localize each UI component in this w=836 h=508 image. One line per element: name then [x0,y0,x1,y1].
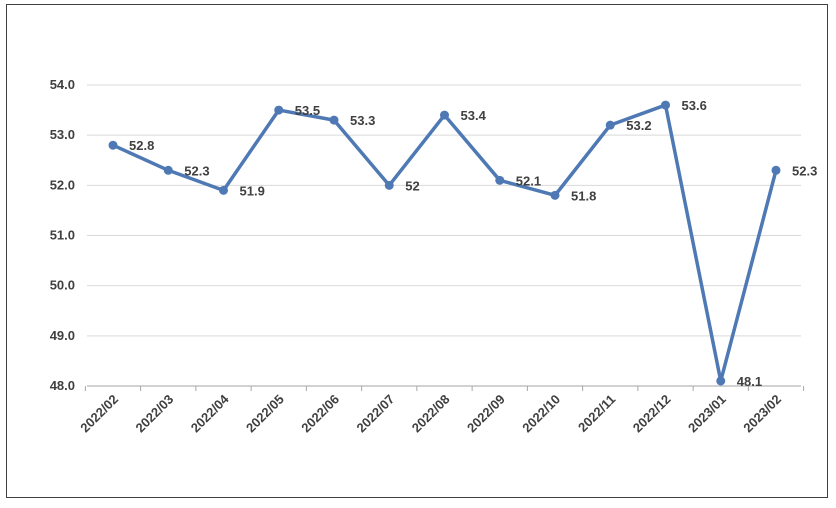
data-label: 53.6 [682,98,707,113]
axes [84,385,805,391]
y-tick-label: 53.0 [50,127,75,142]
data-point [274,105,284,115]
data-point [771,165,781,175]
x-tick-labels: 2022/02 2022/03 2022/04 2022/05 2022/06 2022/… [77,391,784,435]
gridlines [87,84,801,337]
x-tick-label: 2022/07 [354,392,398,436]
x-tick-label: 2022/09 [464,392,508,436]
data-label: 51.8 [571,188,596,203]
y-tick-label: 51.0 [50,228,75,243]
chart-frame: 48.0 49.0 50.0 51.0 52.0 53.0 54.0 2022/02 2022… [6,4,828,498]
data-point [716,376,726,386]
data-label: 53.4 [461,108,487,123]
y-tick-label: 52.0 [50,177,75,192]
data-label: 53.2 [626,118,651,133]
x-tick-label: 2023/02 [740,392,784,436]
data-point [605,120,615,130]
data-point [329,115,339,125]
line-chart: 48.049.050.051.052.053.054.0 2022/02 2022… [50,77,818,435]
y-tick-labels: 48.0 49.0 50.0 51.0 52.0 53.0 54.0 [50,77,75,393]
data-label: 53.5 [295,103,320,118]
x-tick-label: 2022/12 [630,392,674,436]
data-label: 52.8 [129,138,154,153]
y-tick-label: 49.0 [50,328,75,343]
data-label: 52.1 [516,173,541,188]
series-polyline [111,103,778,383]
y-tick-label: 48.0 [50,378,75,393]
data-point [440,110,449,120]
data-point [108,140,118,150]
data-label: 48.1 [737,374,762,389]
data-label: 53.3 [350,113,375,128]
data-label: 52.3 [792,163,817,178]
x-tick-label: 2022/05 [243,392,287,436]
data-point [550,190,560,200]
data-point [219,185,228,195]
data-labels: 52.8 52.3 51.9 53.5 53.3 52 53.4 52.1 51.8 53.2 53… [129,98,817,389]
data-point [661,100,670,110]
series-line [111,103,778,383]
x-tick-label: 2023/01 [685,392,729,436]
y-tick-label: 50.0 [50,278,75,293]
data-point [495,175,505,185]
data-label: 52 [405,178,419,193]
x-tick-label: 2022/03 [133,392,177,436]
x-tick-label: 2022/08 [409,392,453,436]
data-label: 52.3 [184,163,209,178]
data-points [108,100,781,386]
x-tick-label: 2022/06 [298,392,342,436]
data-point [384,180,394,190]
x-tick-label: 2022/11 [575,392,618,435]
y-tick-label: 54.0 [50,77,75,92]
x-tick-label: 2022/02 [77,392,121,436]
x-tick-label: 2022/04 [188,391,232,435]
data-point [163,165,173,175]
data-label: 51.9 [240,183,265,198]
x-tick-label: 2022/10 [519,392,563,436]
